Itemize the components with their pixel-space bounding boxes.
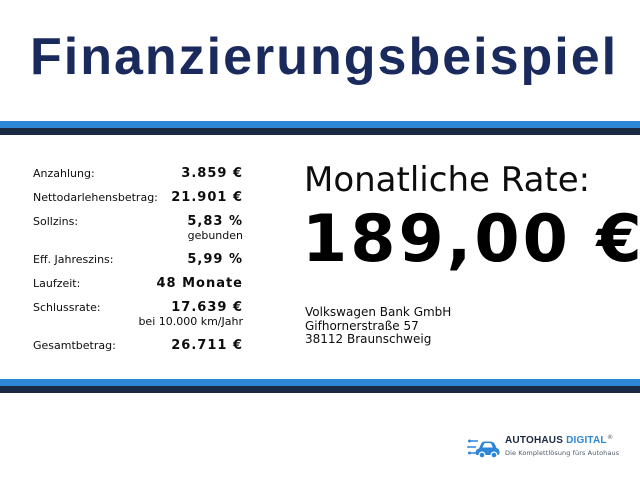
divider-bottom-blue-bar (0, 379, 640, 386)
bank-street: Gifhornerstraße 57 (305, 318, 419, 333)
finance-row-sollzins: Sollzins: 5,83 % (33, 215, 243, 229)
logo-tagline: Die Komplettlösung fürs Autohaus (505, 449, 620, 457)
finance-note: gebunden (187, 229, 243, 242)
finance-value: 17.639 € (171, 300, 243, 315)
finance-value: 3.859 € (181, 166, 243, 181)
finance-row-anzahlung: Anzahlung: 3.859 € (33, 167, 243, 181)
finance-value: 5,83 % (187, 214, 243, 229)
divider-top (0, 121, 640, 135)
finance-value: 5,99 % (187, 252, 243, 267)
page-title: Finanzierungsbeispiel (30, 28, 619, 86)
divider-bottom-navy-bar (0, 386, 640, 393)
logo-brand-name: AUTOHAUS DIGITAL® (505, 434, 619, 447)
finance-value: 48 Monate (156, 276, 243, 291)
divider-top-navy-bar (0, 128, 640, 135)
finance-label: Schlussrate: (33, 301, 101, 314)
finance-note: bei 10.000 km/Jahr (138, 315, 243, 328)
registered-trademark-icon: ® (607, 434, 613, 441)
finance-label: Nettodarlehensbetrag: (33, 191, 158, 204)
finance-row-nettodarlehensbetrag: Nettodarlehensbetrag: 21.901 € (33, 191, 243, 205)
autohaus-digital-logo: AUTOHAUS DIGITAL® Die Komplettlösung für… (467, 428, 619, 460)
bank-name: Volkswagen Bank GmbH (305, 305, 452, 319)
finance-row-eff-jahreszins: Eff. Jahreszins: 5,99 % (33, 253, 243, 267)
finance-row-laufzeit: Laufzeit: 48 Monate (33, 277, 243, 291)
logo-text-column: AUTOHAUS DIGITAL® Die Komplettlösung für… (505, 434, 620, 457)
logo-brand-secondary: DIGITAL (566, 435, 607, 446)
bank-city: 38112 Braunschweig (305, 332, 432, 346)
divider-bottom (0, 379, 640, 393)
finance-label: Eff. Jahreszins: (33, 253, 114, 266)
finance-value: 21.901 € (171, 190, 243, 205)
monthly-rate-value: 189,00 € (302, 202, 640, 277)
finance-row-schlussrate: Schlussrate: 17.639 € (33, 301, 243, 315)
finance-row-gesamtbetrag: Gesamtbetrag: 26.711 € (33, 339, 243, 353)
finance-label: Gesamtbetrag: (33, 339, 116, 352)
monthly-rate-label: Monatliche Rate: (304, 160, 591, 200)
finance-label: Laufzeit: (33, 277, 81, 290)
car-circuit-icon (467, 439, 500, 459)
bank-address: Volkswagen Bank GmbH Gifhornerstraße 57 … (305, 305, 452, 347)
finance-value: 26.711 € (171, 338, 243, 353)
finance-table: Anzahlung: 3.859 € Nettodarlehensbetrag:… (33, 167, 243, 363)
finance-label: Sollzins: (33, 215, 79, 228)
divider-top-blue-bar (0, 121, 640, 128)
finance-label: Anzahlung: (33, 167, 95, 180)
logo-brand-primary: AUTOHAUS (505, 435, 564, 446)
